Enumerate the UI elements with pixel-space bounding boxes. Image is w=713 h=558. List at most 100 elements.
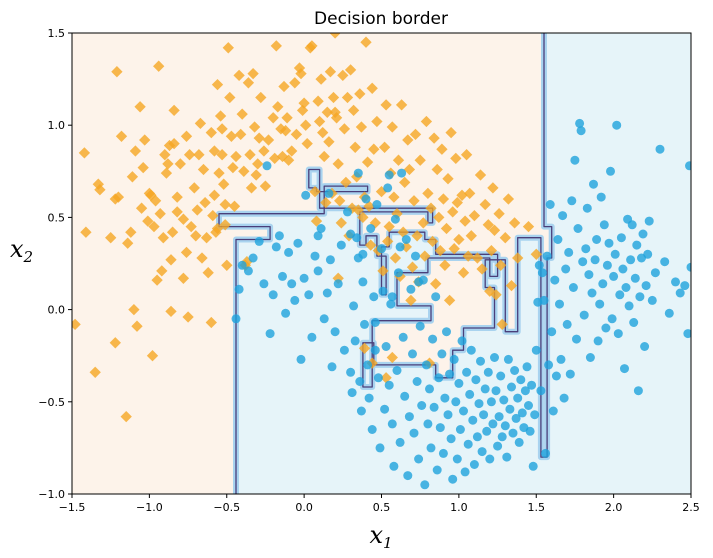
class1-point-33 bbox=[339, 345, 349, 355]
class1-point-5 bbox=[254, 236, 264, 246]
class0-point-23 bbox=[142, 215, 154, 227]
class0-point-62 bbox=[202, 267, 214, 279]
class0-point-167 bbox=[377, 265, 389, 277]
class1-point-195 bbox=[593, 336, 603, 346]
class0-point-238 bbox=[502, 193, 515, 205]
class1-point-166 bbox=[548, 406, 558, 416]
class1-point-129 bbox=[491, 386, 501, 396]
class1-point-201 bbox=[602, 260, 612, 270]
class1-point-153 bbox=[528, 461, 538, 471]
class1-point-179 bbox=[568, 283, 578, 292]
class0-point-226 bbox=[476, 263, 488, 275]
class1-point-224 bbox=[638, 229, 648, 239]
class1-point-88 bbox=[428, 334, 438, 344]
class1-point-105 bbox=[454, 378, 464, 388]
class1-point-28 bbox=[325, 255, 335, 265]
class0-point-232 bbox=[488, 224, 501, 236]
class1-point-235 bbox=[675, 288, 685, 298]
class0-point-212 bbox=[448, 243, 460, 255]
class1-point-95 bbox=[438, 448, 448, 458]
class0-point-244 bbox=[329, 33, 341, 39]
class1-point-216 bbox=[626, 255, 636, 265]
class1-point-50 bbox=[369, 292, 379, 302]
class0-point-217 bbox=[457, 267, 470, 279]
class0-point-74 bbox=[216, 149, 228, 161]
class1-point-158 bbox=[536, 386, 546, 396]
class1-point-230 bbox=[650, 268, 660, 278]
class0-point-50 bbox=[182, 311, 194, 323]
class0-point-191 bbox=[414, 154, 426, 166]
class1-point-1 bbox=[234, 284, 244, 294]
class1-point-49 bbox=[367, 425, 377, 434]
class1-point-113 bbox=[466, 345, 476, 355]
class1-point-59 bbox=[383, 183, 393, 193]
class1-point-111 bbox=[463, 439, 473, 449]
class1-point-246 bbox=[395, 242, 405, 252]
class1-point-237 bbox=[683, 329, 691, 339]
class1-point-83 bbox=[420, 480, 430, 490]
class0-point-35 bbox=[160, 167, 173, 179]
class1-point-191 bbox=[587, 288, 597, 298]
class1-point-142 bbox=[511, 413, 521, 423]
class0-point-93 bbox=[245, 182, 258, 194]
class1-point-151 bbox=[525, 426, 535, 436]
class1-point-37 bbox=[349, 301, 359, 311]
class1-point-97 bbox=[442, 327, 451, 337]
class1-point-248 bbox=[370, 318, 380, 327]
class0-point-113 bbox=[286, 145, 298, 157]
class1-point-233 bbox=[664, 308, 674, 318]
class1-point-213 bbox=[621, 283, 631, 292]
class1-point-182 bbox=[573, 224, 583, 233]
class1-point-41 bbox=[355, 377, 365, 386]
class1-point-221 bbox=[633, 386, 643, 396]
class1-point-56 bbox=[378, 286, 388, 296]
class0-point-121 bbox=[301, 137, 313, 150]
class1-point-27 bbox=[322, 288, 332, 298]
class1-point-101 bbox=[448, 474, 458, 484]
class0-point-66 bbox=[208, 189, 221, 201]
class0-point-158 bbox=[361, 156, 374, 168]
class1-point-20 bbox=[301, 190, 311, 200]
class0-point-139 bbox=[332, 158, 344, 170]
x-tick-label-6: 1.5 bbox=[528, 501, 546, 514]
class1-point-106 bbox=[455, 425, 465, 434]
class1-point-163 bbox=[544, 360, 554, 370]
class1-point-72 bbox=[403, 471, 413, 481]
class0-point-202 bbox=[433, 211, 445, 224]
class1-point-209 bbox=[615, 290, 625, 300]
class1-point-128 bbox=[490, 353, 499, 362]
class0-point-241 bbox=[512, 252, 524, 264]
class0-point-75 bbox=[218, 178, 230, 190]
class0-point-21 bbox=[137, 161, 149, 174]
class1-point-22 bbox=[307, 332, 317, 342]
class0-point-15 bbox=[126, 171, 139, 183]
class1-point-8 bbox=[265, 329, 275, 339]
class1-point-53 bbox=[373, 373, 383, 383]
class1-point-161 bbox=[541, 448, 550, 458]
class0-point-88 bbox=[238, 165, 250, 177]
class0-point-32 bbox=[156, 265, 168, 277]
y-tick-label-3: 0.5 bbox=[48, 211, 66, 224]
class1-point-99 bbox=[445, 369, 455, 379]
class1-point-200 bbox=[601, 323, 611, 333]
class0-point-213 bbox=[450, 152, 462, 165]
class0-point-223 bbox=[468, 209, 481, 222]
class1-point-187 bbox=[581, 244, 591, 254]
class0-point-186 bbox=[406, 261, 419, 273]
class0-point-40 bbox=[166, 226, 179, 238]
class0-point-195 bbox=[422, 187, 434, 200]
class1-point-232 bbox=[660, 257, 670, 267]
class1-point-36 bbox=[347, 388, 357, 398]
x-axis-label: x1 bbox=[369, 521, 392, 552]
class0-point-129 bbox=[317, 126, 329, 139]
class0-point-236 bbox=[496, 318, 508, 331]
class1-point-210 bbox=[616, 233, 626, 243]
class0-point-61 bbox=[200, 232, 213, 244]
class1-point-157 bbox=[534, 260, 544, 270]
class0-point-208 bbox=[442, 173, 454, 185]
class1-point-96 bbox=[440, 393, 450, 403]
class0-point-248 bbox=[386, 351, 398, 364]
class0-point-101 bbox=[259, 180, 272, 192]
class1-point-228 bbox=[644, 216, 654, 226]
class0-point-31 bbox=[154, 208, 166, 220]
